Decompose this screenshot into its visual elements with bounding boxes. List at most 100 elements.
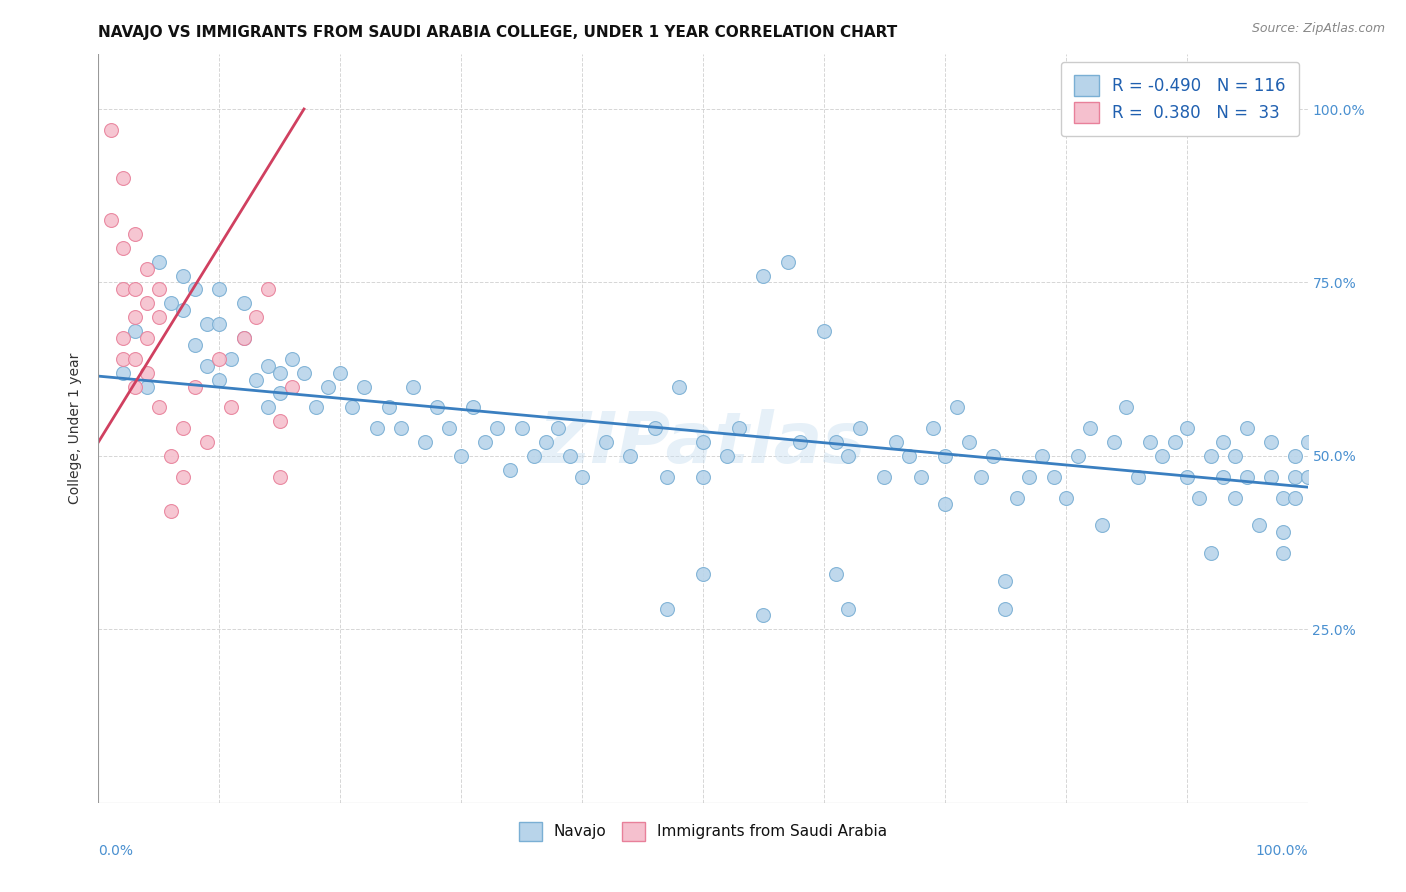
Point — [510, 421, 533, 435]
Point — [281, 379, 304, 393]
Point — [619, 449, 641, 463]
Point — [716, 449, 738, 463]
Point — [160, 449, 183, 463]
Point — [644, 421, 666, 435]
Text: 0.0%: 0.0% — [98, 844, 134, 858]
Point — [232, 331, 254, 345]
Point — [148, 310, 170, 325]
Point — [111, 241, 134, 255]
Point — [184, 379, 207, 393]
Point — [1272, 546, 1295, 560]
Point — [160, 504, 183, 518]
Point — [873, 469, 896, 483]
Point — [111, 351, 134, 366]
Point — [208, 282, 231, 296]
Point — [450, 449, 472, 463]
Point — [426, 401, 449, 415]
Point — [1091, 518, 1114, 533]
Point — [1152, 449, 1174, 463]
Point — [1223, 449, 1246, 463]
Point — [534, 435, 557, 450]
Point — [886, 435, 908, 450]
Point — [172, 469, 194, 483]
Point — [595, 435, 617, 450]
Point — [111, 171, 134, 186]
Point — [256, 359, 278, 373]
Point — [195, 317, 218, 331]
Point — [1223, 491, 1246, 505]
Point — [1199, 546, 1222, 560]
Point — [184, 338, 207, 352]
Y-axis label: College, Under 1 year: College, Under 1 year — [69, 352, 83, 504]
Point — [172, 268, 194, 283]
Point — [547, 421, 569, 435]
Point — [135, 296, 157, 310]
Point — [1260, 435, 1282, 450]
Point — [1296, 435, 1319, 450]
Point — [1188, 491, 1211, 505]
Point — [1054, 491, 1077, 505]
Point — [897, 449, 920, 463]
Point — [413, 435, 436, 450]
Point — [728, 421, 751, 435]
Point — [245, 310, 267, 325]
Point — [692, 566, 714, 581]
Point — [1236, 421, 1258, 435]
Point — [849, 421, 872, 435]
Point — [558, 449, 581, 463]
Point — [377, 401, 399, 415]
Text: Source: ZipAtlas.com: Source: ZipAtlas.com — [1251, 22, 1385, 36]
Point — [124, 351, 146, 366]
Point — [111, 282, 134, 296]
Point — [232, 331, 254, 345]
Point — [523, 449, 546, 463]
Point — [1212, 435, 1234, 450]
Point — [498, 463, 520, 477]
Point — [994, 574, 1017, 588]
Point — [148, 254, 170, 268]
Point — [366, 421, 388, 435]
Point — [221, 401, 243, 415]
Point — [837, 449, 859, 463]
Point — [994, 601, 1017, 615]
Text: NAVAJO VS IMMIGRANTS FROM SAUDI ARABIA COLLEGE, UNDER 1 YEAR CORRELATION CHART: NAVAJO VS IMMIGRANTS FROM SAUDI ARABIA C… — [98, 25, 897, 40]
Point — [752, 268, 775, 283]
Point — [813, 324, 835, 338]
Point — [668, 379, 690, 393]
Point — [1175, 421, 1198, 435]
Point — [195, 359, 218, 373]
Point — [474, 435, 496, 450]
Point — [463, 401, 485, 415]
Point — [825, 566, 848, 581]
Point — [1199, 449, 1222, 463]
Point — [692, 469, 714, 483]
Point — [946, 401, 969, 415]
Point — [910, 469, 932, 483]
Point — [655, 601, 678, 615]
Point — [921, 421, 943, 435]
Point — [353, 379, 375, 393]
Point — [172, 421, 194, 435]
Point — [256, 401, 278, 415]
Point — [1175, 469, 1198, 483]
Point — [269, 386, 291, 401]
Point — [957, 435, 980, 450]
Point — [329, 366, 352, 380]
Point — [1249, 518, 1271, 533]
Point — [1272, 491, 1295, 505]
Point — [124, 379, 146, 393]
Legend: Navajo, Immigrants from Saudi Arabia: Navajo, Immigrants from Saudi Arabia — [508, 812, 898, 851]
Point — [269, 469, 291, 483]
Point — [571, 469, 593, 483]
Point — [1018, 469, 1040, 483]
Point — [160, 296, 183, 310]
Point — [1284, 491, 1306, 505]
Point — [208, 317, 231, 331]
Point — [148, 282, 170, 296]
Point — [825, 435, 848, 450]
Point — [184, 282, 207, 296]
Point — [135, 331, 157, 345]
Point — [1260, 469, 1282, 483]
Point — [402, 379, 425, 393]
Point — [111, 366, 134, 380]
